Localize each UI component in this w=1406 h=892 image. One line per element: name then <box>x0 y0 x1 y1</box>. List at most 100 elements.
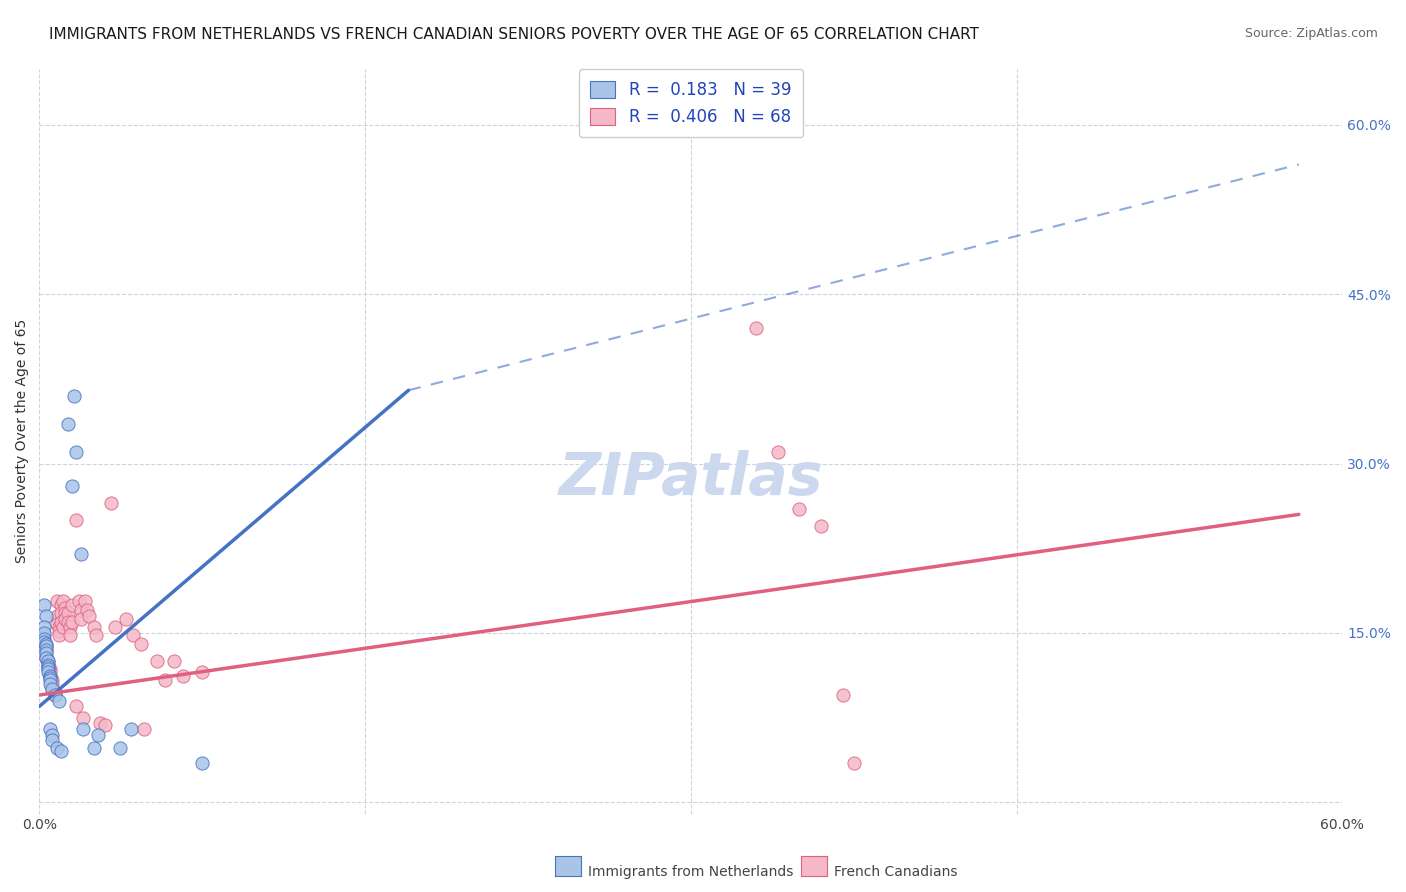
Point <box>45 616 67 631</box>
Point <box>72 710 94 724</box>
Point <box>65 513 87 527</box>
Point <box>60 479 83 493</box>
Point <box>56 417 79 431</box>
Point <box>789 501 811 516</box>
Point <box>35 640 58 654</box>
Point <box>79 609 101 624</box>
Point <box>39 722 62 736</box>
Point <box>39 669 62 683</box>
Point <box>45 741 67 756</box>
Point <box>108 741 131 756</box>
Point <box>41 682 63 697</box>
Point <box>59 628 82 642</box>
Point <box>766 445 789 459</box>
Point <box>56 606 79 620</box>
Point <box>745 321 768 335</box>
Point <box>87 727 110 741</box>
Point <box>145 654 167 668</box>
Point <box>49 615 72 629</box>
Point <box>52 620 75 634</box>
Point <box>89 716 111 731</box>
Point <box>63 389 86 403</box>
Point <box>32 635 55 649</box>
Point <box>37 654 59 668</box>
Point <box>48 620 70 634</box>
Point <box>55 612 77 626</box>
Point <box>65 445 87 459</box>
Point <box>35 640 58 654</box>
Point <box>41 673 63 688</box>
Point <box>842 756 865 770</box>
Point <box>39 671 62 685</box>
Text: Source: ZipAtlas.com: Source: ZipAtlas.com <box>1244 27 1378 40</box>
Point <box>73 594 96 608</box>
Point <box>49 598 72 612</box>
Point <box>69 603 91 617</box>
Point <box>45 609 67 624</box>
Point <box>37 665 59 680</box>
Point <box>32 626 55 640</box>
Point <box>39 669 62 683</box>
Point <box>37 660 59 674</box>
Point <box>41 682 63 697</box>
Point <box>48 693 70 707</box>
Point <box>35 609 58 624</box>
Point <box>93 718 115 732</box>
Point <box>37 662 59 676</box>
Y-axis label: Seniors Poverty Over the Age of 65: Seniors Poverty Over the Age of 65 <box>15 319 30 563</box>
Point <box>810 518 832 533</box>
Point <box>56 615 79 629</box>
Point <box>163 654 186 668</box>
Point <box>104 620 127 634</box>
Point <box>72 722 94 736</box>
Point <box>84 628 107 642</box>
Point <box>44 688 66 702</box>
Point <box>69 612 91 626</box>
Point <box>35 646 58 660</box>
Text: ZIPatlas: ZIPatlas <box>558 450 823 507</box>
Text: French Canadians: French Canadians <box>834 865 957 880</box>
Point <box>39 677 62 691</box>
Point <box>172 669 194 683</box>
Point <box>35 643 58 657</box>
Point <box>65 699 87 714</box>
Point <box>32 628 55 642</box>
Point <box>67 594 90 608</box>
Point <box>32 635 55 649</box>
Point <box>35 637 58 651</box>
Point <box>115 612 138 626</box>
Point <box>55 601 77 615</box>
Point <box>131 637 153 651</box>
Point <box>39 662 62 676</box>
Point <box>35 650 58 665</box>
Point <box>37 654 59 668</box>
Point <box>44 684 66 698</box>
Point <box>48 628 70 642</box>
Point <box>39 671 62 685</box>
Point <box>44 688 66 702</box>
Point <box>191 665 214 680</box>
Point <box>45 594 67 608</box>
Point <box>41 733 63 747</box>
Point <box>49 744 72 758</box>
Point <box>132 722 155 736</box>
Point <box>191 756 214 770</box>
Point <box>35 648 58 663</box>
Point <box>49 606 72 620</box>
Point <box>83 620 105 634</box>
Point <box>831 688 853 702</box>
Point <box>37 657 59 672</box>
Point <box>32 632 55 646</box>
Point <box>60 598 83 612</box>
Point <box>155 673 177 688</box>
Point <box>32 620 55 634</box>
Point <box>48 624 70 638</box>
Legend: R =  0.183   N = 39, R =  0.406   N = 68: R = 0.183 N = 39, R = 0.406 N = 68 <box>579 70 803 137</box>
Point <box>100 496 122 510</box>
Point <box>59 620 82 634</box>
Point <box>35 643 58 657</box>
Point <box>39 665 62 680</box>
Point <box>35 650 58 665</box>
Point <box>121 628 143 642</box>
Point <box>37 657 59 672</box>
